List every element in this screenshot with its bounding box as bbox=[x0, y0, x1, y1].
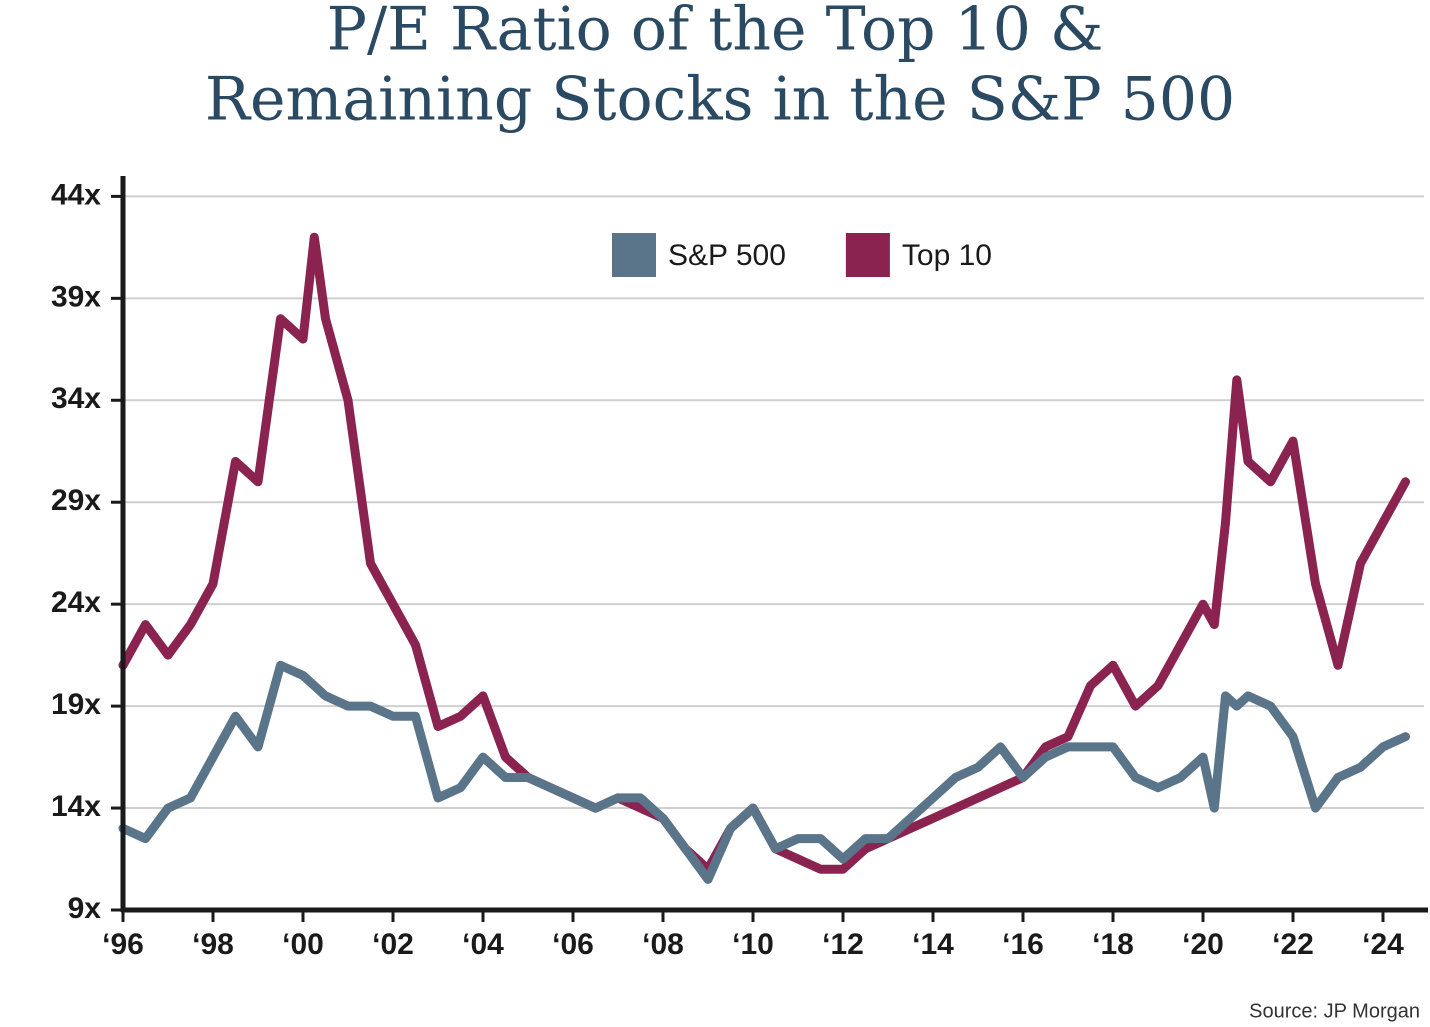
series-line bbox=[118, 660, 1410, 884]
x-tick-label: ‘96 bbox=[102, 928, 144, 961]
plot-area bbox=[118, 232, 1410, 884]
x-tick-label: ‘06 bbox=[552, 928, 594, 961]
x-tick-label: ‘10 bbox=[732, 928, 774, 961]
y-tick-label: 24x bbox=[51, 586, 101, 619]
x-tick-label: ‘16 bbox=[1002, 928, 1044, 961]
y-tick-label: 14x bbox=[51, 790, 101, 823]
y-tick-label: 44x bbox=[51, 178, 101, 211]
x-tick-label: ‘14 bbox=[912, 928, 954, 961]
y-tick-label: 39x bbox=[51, 280, 101, 313]
x-tick-label: ‘08 bbox=[642, 928, 684, 961]
y-tick-label: 29x bbox=[51, 484, 101, 517]
x-tick-label: ‘22 bbox=[1272, 928, 1314, 961]
x-tick-label: ‘00 bbox=[282, 928, 324, 961]
x-tick-label: ‘20 bbox=[1182, 928, 1224, 961]
legend-swatch bbox=[845, 233, 890, 277]
chart-title: P/E Ratio of the Top 10 & bbox=[327, 0, 1104, 65]
y-tick-label: 9x bbox=[68, 892, 102, 925]
x-tick-label: ‘24 bbox=[1362, 928, 1404, 961]
x-tick-label: ‘18 bbox=[1092, 928, 1134, 961]
chart-title: Remaining Stocks in the S&P 500 bbox=[205, 65, 1235, 135]
y-tick-label: 34x bbox=[51, 382, 101, 415]
legend: S&P 500 Top 10 bbox=[612, 233, 992, 277]
legend-label: S&P 500 bbox=[668, 239, 786, 272]
y-tick-label: 19x bbox=[51, 688, 101, 721]
x-tick-label: ‘98 bbox=[192, 928, 234, 961]
x-tick-label: ‘04 bbox=[462, 928, 504, 961]
series-line bbox=[118, 232, 1410, 874]
source-note: Source: JP Morgan bbox=[1249, 1000, 1420, 1022]
x-tick-label: ‘12 bbox=[822, 928, 864, 961]
axes: 9x 14x 19x 24x 29x 34x 39x 44x ‘96 ‘98 ‘00 ‘02 ‘04 ‘0… bbox=[51, 176, 1428, 961]
legend-swatch bbox=[612, 233, 656, 277]
x-tick-label: ‘02 bbox=[372, 928, 414, 961]
legend-label: Top 10 bbox=[902, 239, 992, 272]
grid bbox=[123, 195, 1424, 911]
